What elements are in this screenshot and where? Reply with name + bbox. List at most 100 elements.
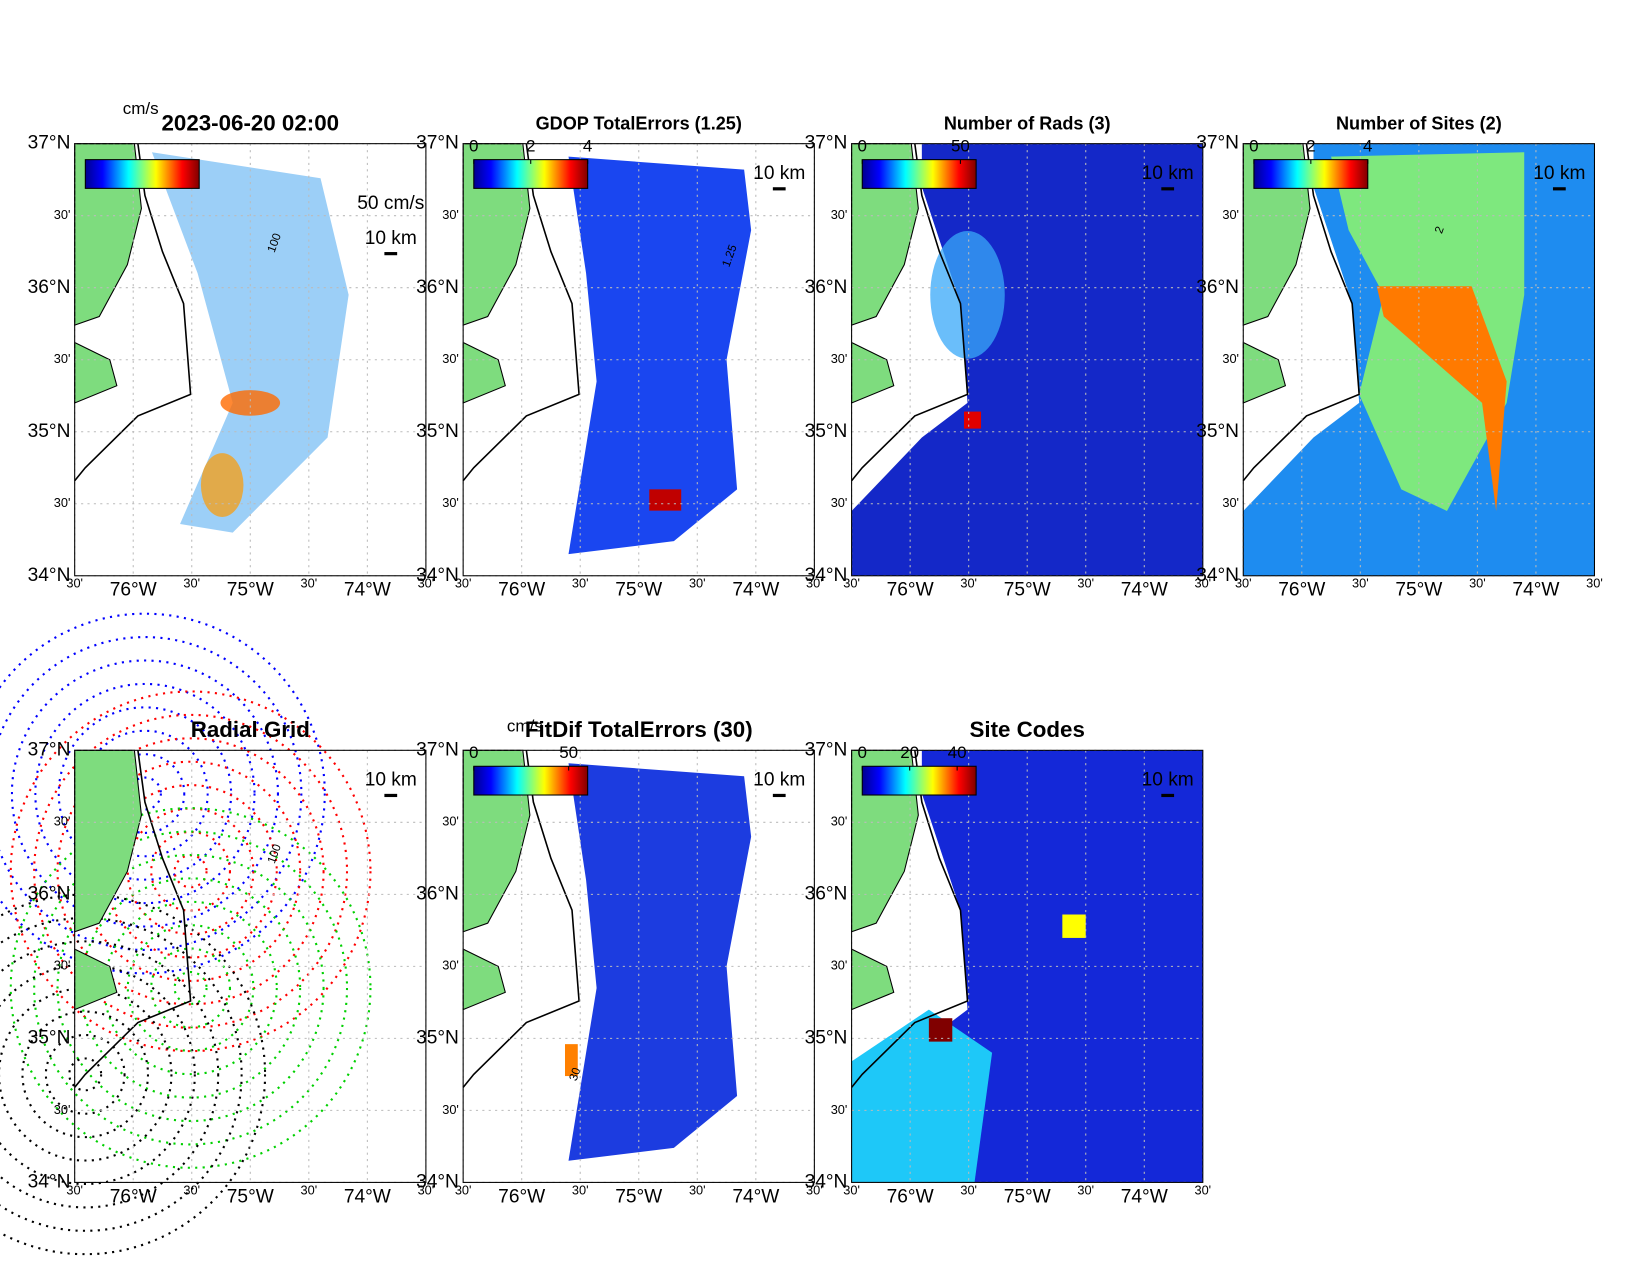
distance-label: 10 km [365, 770, 417, 791]
y-tick-label: 30' [54, 1102, 71, 1117]
current-hotspot [200, 453, 244, 517]
colorbar-tick-label: 40 [948, 743, 967, 762]
y-tick-label: 35°N [416, 1027, 459, 1048]
map-panel: 30' 76°W 30' 75°W 30' 74°W 30' 37°N 30' 36°N 30' 35… [416, 716, 823, 1207]
x-tick-label: 30' [960, 1182, 977, 1197]
coastline [462, 143, 580, 482]
y-tick-label: 34°N [805, 565, 848, 586]
coastline [462, 750, 580, 1088]
colorbar [861, 765, 977, 796]
radial-arc [34, 715, 347, 1028]
colorbar-tick-label: 4 [583, 136, 592, 155]
y-tick-label: 30' [54, 207, 71, 222]
y-tick-label: 30' [442, 351, 459, 366]
y-tick-label: 37°N [28, 133, 71, 154]
x-tick-label: 75°W [227, 580, 274, 601]
panel-title: Number of Rads (3) [944, 113, 1111, 133]
contour-label: 100 [265, 231, 284, 254]
y-tick-label: 35°N [28, 1027, 71, 1048]
radial-arc [151, 949, 230, 1028]
x-tick-label: 75°W [1004, 580, 1051, 601]
y-tick-label: 37°N [805, 133, 848, 154]
code-region [851, 1009, 993, 1183]
x-tick-label: 30' [572, 1182, 589, 1197]
colorbar-tick-label: 0 [469, 136, 478, 155]
y-tick-label: 36°N [805, 277, 848, 298]
distance-label: 10 km [753, 163, 805, 184]
x-tick-label: 30' [301, 576, 318, 591]
panel-title: GDOP TotalErrors (1.25) [536, 113, 742, 133]
y-tick-label: 30' [831, 351, 848, 366]
radial-arc [0, 895, 265, 1255]
radial-arc [59, 707, 231, 879]
y-tick-label: 30' [1222, 351, 1239, 366]
map-panel: 30' 76°W 30' 75°W 30' 74°W 30' 37°N 30' 36°N 30' 35… [805, 717, 1212, 1207]
radial-arc [0, 941, 218, 1207]
error-high [649, 489, 682, 511]
y-tick-label: 34°N [805, 1171, 848, 1192]
y-tick-label: 30' [442, 495, 459, 510]
axes-frame [851, 749, 1204, 1183]
error-field [568, 763, 752, 1161]
y-tick-label: 36°N [416, 277, 459, 298]
x-tick-label: 76°W [498, 580, 545, 601]
radial-arc [12, 660, 278, 926]
y-tick-label: 36°N [1196, 277, 1239, 298]
map-panel: 30' 76°W 30' 75°W 30' 74°W 30' 37°N 30' 36°N 30' 35… [0, 614, 434, 1255]
colorbar [473, 765, 589, 796]
radial-arc [104, 902, 276, 1074]
axes-frame [851, 143, 1204, 577]
colorbar-tick-label: 0 [858, 136, 867, 155]
y-tick-label: 30' [442, 814, 459, 829]
unit-label: cm/s [123, 99, 159, 118]
axes-frame [462, 749, 815, 1183]
x-tick-label: 30' [455, 1182, 472, 1197]
x-tick-label: 74°W [1121, 580, 1168, 601]
y-tick-label: 34°N [416, 1171, 459, 1192]
colorbar-tick-label: 0 [1249, 136, 1258, 155]
panel-title: Number of Sites (2) [1336, 113, 1502, 133]
x-tick-label: 75°W [615, 580, 662, 601]
radial-arc [82, 731, 208, 857]
x-tick-label: 30' [843, 1182, 860, 1197]
axes-frame [74, 749, 427, 1183]
x-tick-label: 30' [66, 576, 83, 591]
radial-arc [175, 972, 207, 1004]
y-tick-label: 30' [54, 958, 71, 973]
map-panel: 30' 76°W 30' 75°W 30' 74°W 30' 37°N 30' 36°N 30' 35… [416, 113, 823, 600]
distance-label: 10 km [753, 770, 805, 791]
y-tick-label: 37°N [416, 739, 459, 760]
y-tick-label: 34°N [28, 1171, 71, 1192]
x-tick-label: 76°W [498, 1186, 545, 1207]
radial-arc [11, 691, 371, 1051]
x-tick-label: 30' [183, 1182, 200, 1197]
radial-arc [151, 832, 230, 911]
y-tick-label: 34°N [28, 565, 71, 586]
x-tick-label: 30' [689, 576, 706, 591]
x-tick-label: 30' [960, 576, 977, 591]
x-tick-label: 75°W [615, 1186, 662, 1207]
distance-label: 10 km [1533, 163, 1585, 184]
x-tick-label: 74°W [344, 1186, 391, 1207]
y-tick-label: 35°N [416, 421, 459, 442]
rads-peak [963, 411, 982, 429]
colorbar-tick-label: 2 [1306, 136, 1315, 155]
contour-label: 30 [567, 1065, 584, 1082]
y-tick-label: 34°N [416, 565, 459, 586]
y-tick-label: 36°N [416, 883, 459, 904]
x-tick-label: 76°W [1278, 580, 1325, 601]
colorbar-tick-label: 2 [526, 136, 535, 155]
y-tick-label: 30' [831, 1102, 848, 1117]
y-tick-label: 34°N [1196, 565, 1239, 586]
radial-arc [22, 1012, 148, 1138]
x-tick-label: 30' [806, 576, 823, 591]
colorbar-tick-label: 20 [900, 743, 919, 762]
error-high [564, 1044, 578, 1077]
y-tick-label: 35°N [805, 421, 848, 442]
x-tick-label: 75°W [227, 1186, 274, 1207]
radial-arc [58, 855, 324, 1121]
x-tick-label: 74°W [1512, 580, 1559, 601]
x-tick-label: 75°W [1004, 1186, 1051, 1207]
axes-frame [74, 143, 427, 577]
